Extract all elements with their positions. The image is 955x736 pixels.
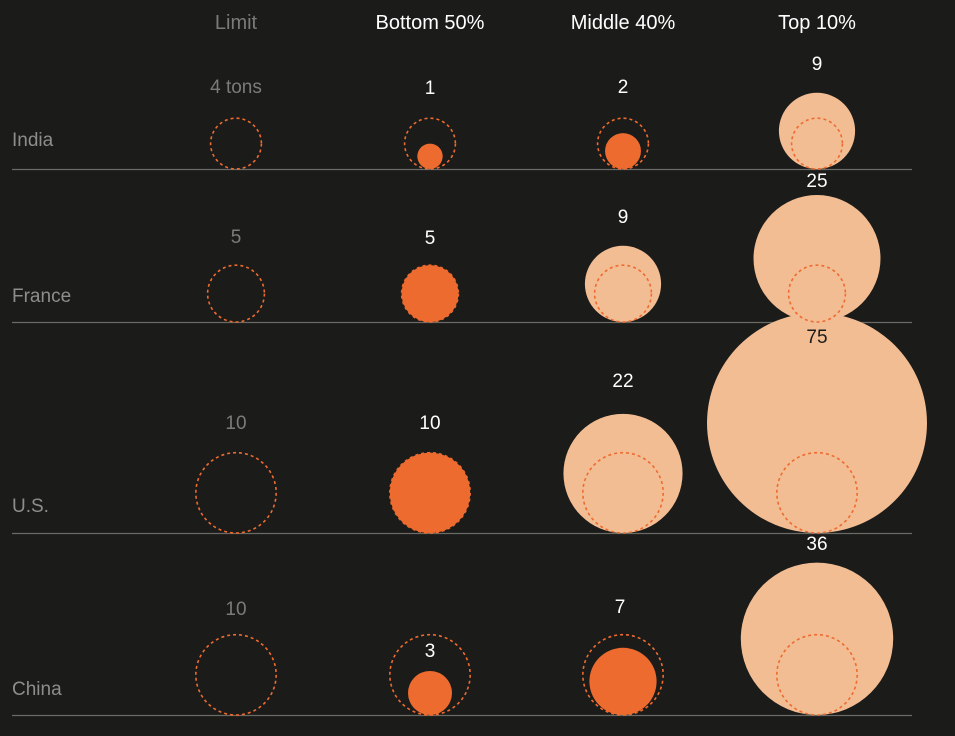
bubble-u-s-top10 [707, 313, 927, 533]
column-header-top-10: Top 10% [778, 12, 856, 34]
value-label-us-top-10: 75 [806, 327, 828, 348]
value-label-china-middle-40: 7 [614, 597, 626, 618]
value-label-us-bottom-50: 10 [419, 413, 441, 434]
value-label-india-top-10: 9 [811, 54, 823, 75]
value-label-china-bottom-50: 3 [424, 641, 436, 662]
value-label-france-top-10: 25 [806, 171, 828, 192]
country-label-china: China [12, 679, 62, 700]
bubble-china-middle40 [589, 647, 657, 716]
limit-ring-france-limit [206, 264, 266, 323]
bubble-france-middle40 [584, 245, 662, 322]
value-label-india-middle-40: 2 [617, 77, 629, 98]
value-label-france-bottom-50: 5 [424, 228, 436, 249]
column-header-limit: Limit [214, 12, 258, 34]
bubble-u-s-middle40 [563, 413, 683, 533]
bubble-india-top10 [778, 92, 856, 169]
bubble-india-middle40 [605, 133, 641, 169]
bubble-india-bottom50 [417, 143, 443, 169]
limit-ring-india-bottom50 [403, 117, 457, 170]
limit-ring-china-top10 [776, 633, 858, 716]
limit-ring-france-top10 [787, 264, 847, 323]
column-header-bottom-50: Bottom 50% [375, 12, 485, 34]
limit-ring-france-bottom50 [400, 264, 460, 323]
value-label-india-bottom-50: 1 [424, 78, 436, 99]
value-label-us-middle-40: 22 [612, 371, 634, 392]
limit-ring-u-s-limit [195, 451, 277, 534]
bubble-france-bottom50 [401, 265, 459, 322]
limit-ring-india-top10 [790, 117, 844, 170]
limit-ring-india-limit [209, 117, 263, 170]
limit-ring-china-middle40 [582, 633, 664, 716]
column-header-middle-40: Middle 40% [570, 12, 676, 34]
country-label-france: France [12, 286, 72, 307]
limit-ring-china-bottom50 [389, 633, 471, 716]
limit-label-us: 10 [225, 413, 247, 434]
country-label-us: U.S. [12, 496, 49, 517]
bubble-china-bottom50 [408, 671, 452, 715]
value-label-china-top-10: 36 [806, 534, 828, 555]
limit-label-china: 10 [225, 599, 247, 620]
limit-ring-u-s-top10 [776, 451, 858, 534]
country-label-india: India [12, 130, 54, 151]
bubble-china-top10 [740, 562, 894, 715]
limit-label-france: 5 [230, 227, 242, 248]
limit-ring-u-s-middle40 [582, 451, 664, 534]
limit-ring-india-middle40 [596, 117, 650, 170]
limit-ring-u-s-bottom50 [389, 451, 471, 534]
limit-ring-france-middle40 [593, 264, 653, 323]
bubble-u-s-bottom50 [389, 452, 471, 533]
bubble-france-top10 [753, 195, 881, 322]
limit-ring-china-limit [195, 633, 277, 716]
limit-label-india: 4 tons [210, 77, 262, 98]
value-label-france-middle-40: 9 [617, 207, 629, 228]
